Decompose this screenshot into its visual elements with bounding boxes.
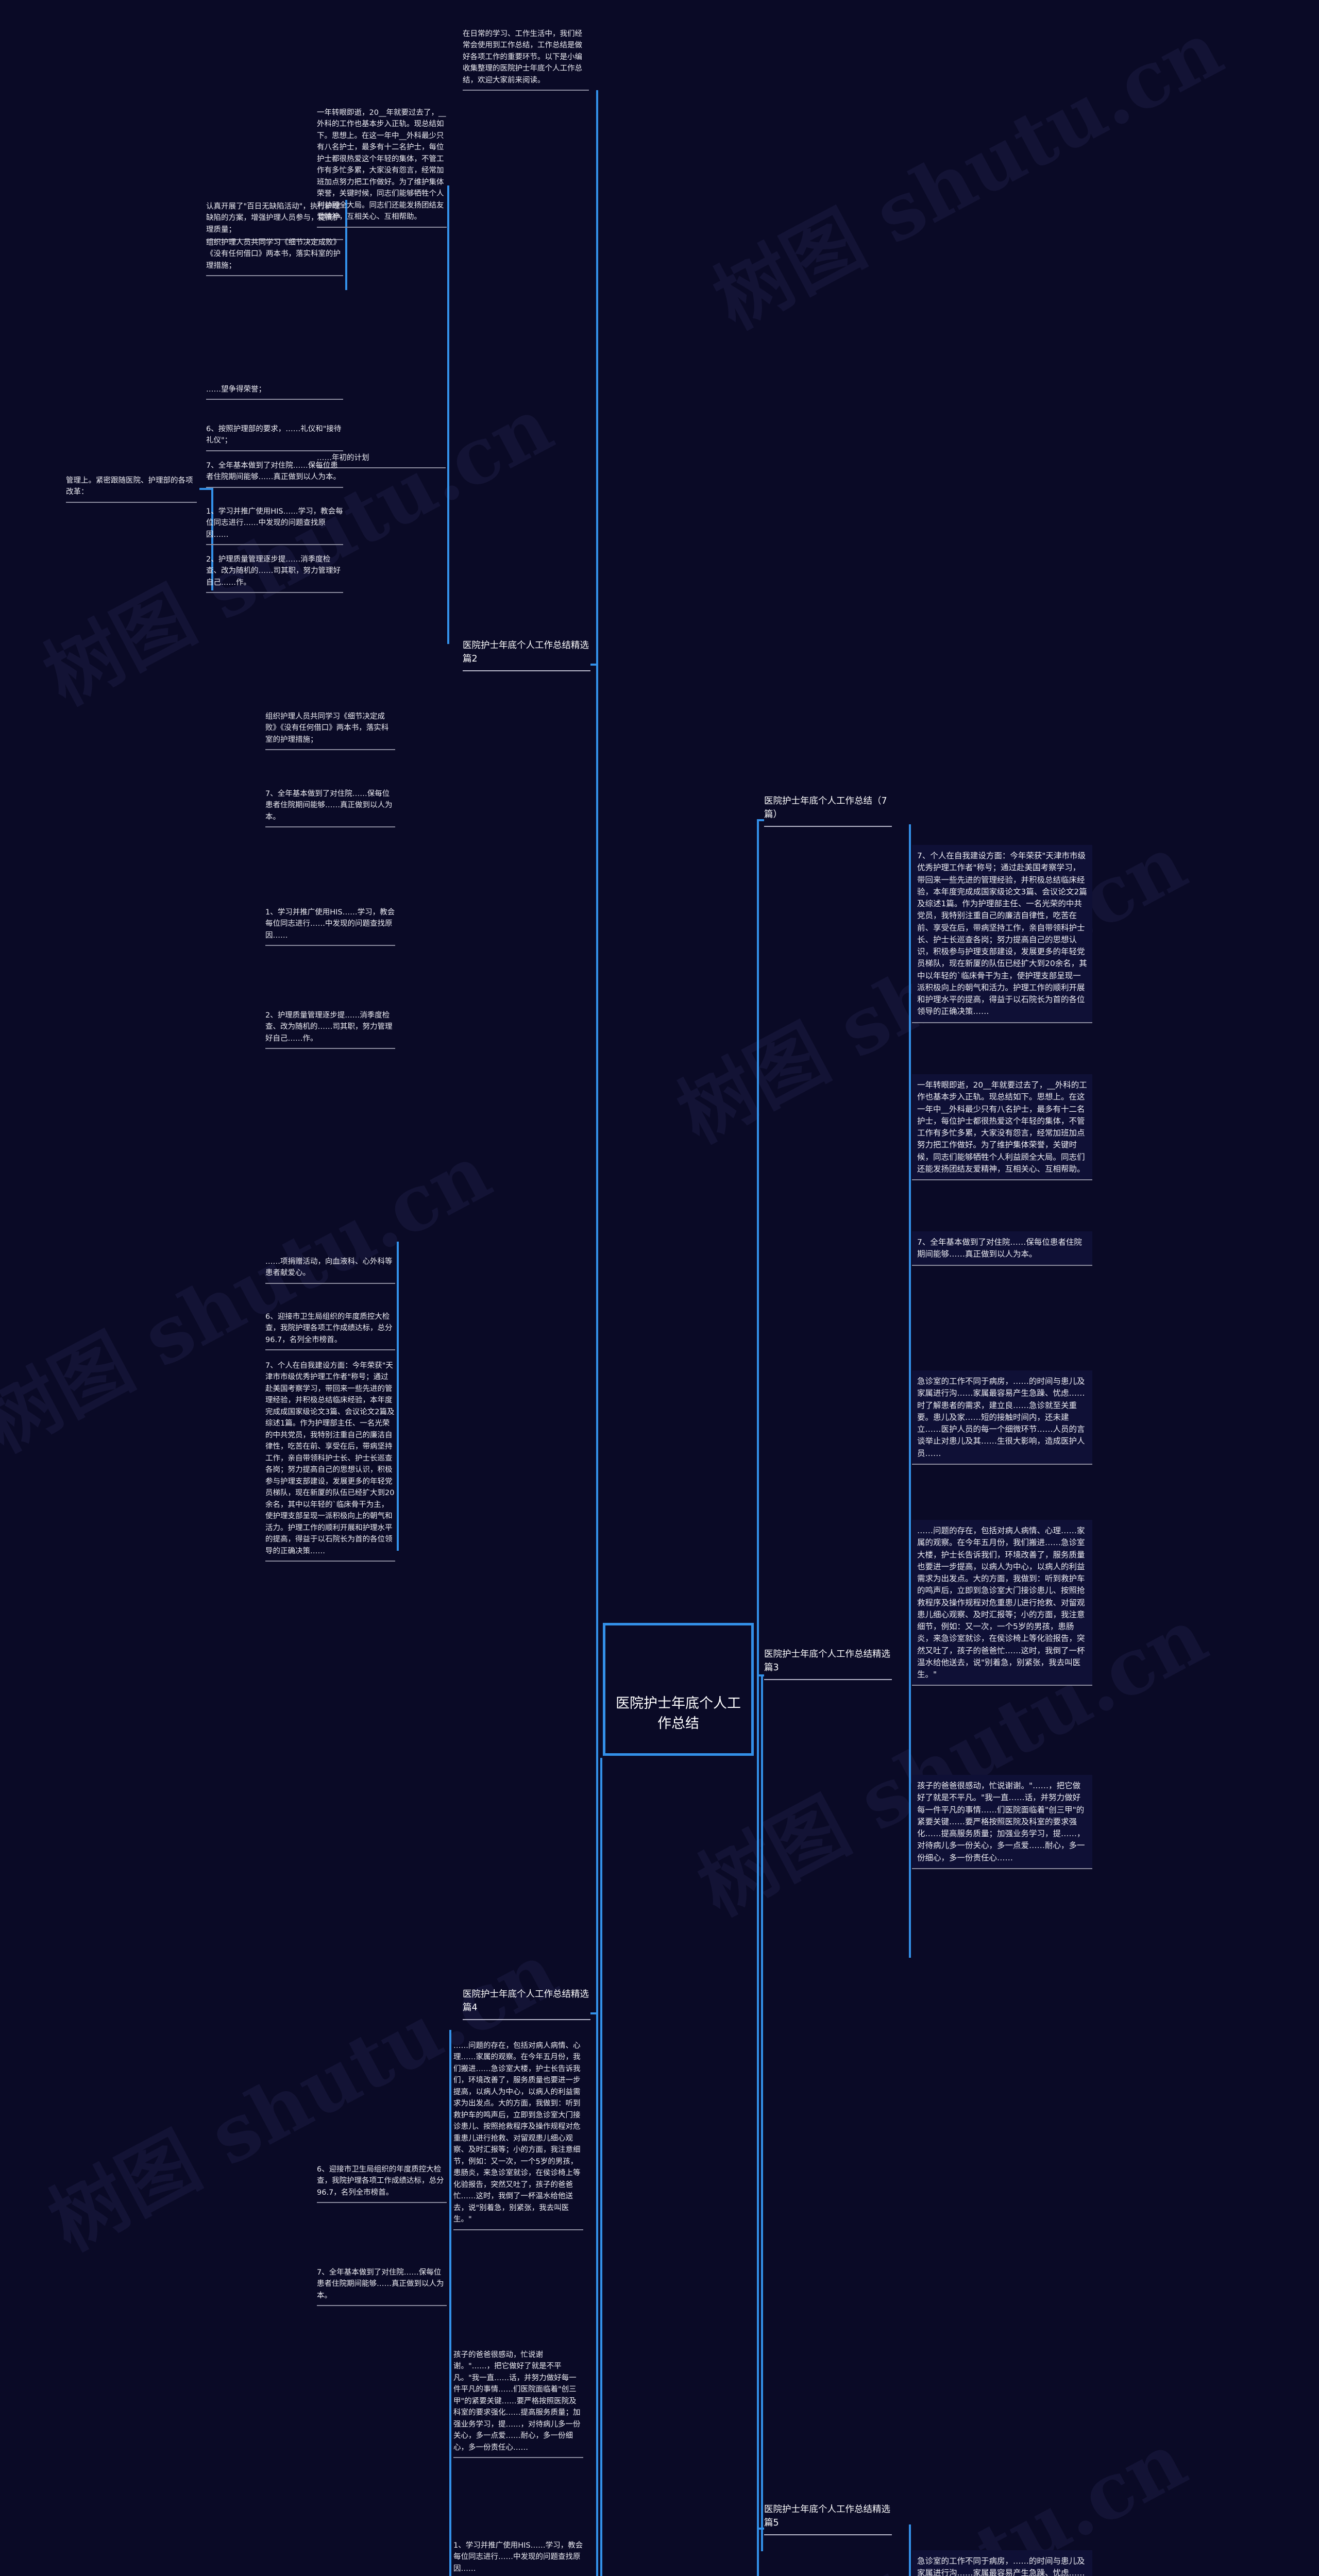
mgmt-items-spine — [211, 487, 213, 590]
note-item6-check[interactable]: 6、迎接市卫生局组织的年度质控大检查，我院护理各项工作成绩达标，总分96.7，名… — [265, 1311, 395, 1351]
note-father-thanks[interactable]: 孩子的爸爸很感动，忙说谢谢。"……，把它做好了就是不平凡。"我一直……话，并努力… — [912, 1775, 1092, 1869]
label-stub — [757, 819, 764, 821]
pian2-items-spine — [397, 1242, 399, 1551]
right-spine-parallel — [761, 1675, 763, 2551]
watermark: 树图 shutu.cn — [700, 3, 1237, 347]
note-pian4-3[interactable]: 1、学习并推广使用HIS……学习，教会每位同志进行……中发现的问题查找原因…… — [453, 2540, 583, 2576]
note-item7-patient[interactable]: 7、全年基本做到了对住院……保每位患者住院期间能够……真正做到以人为本。 — [206, 460, 343, 488]
branch-label-pian4[interactable]: 医院护士年底个人工作总结精选篇4 — [463, 1988, 590, 2020]
note-pian2-d[interactable]: 2、护理质量管理逐步提……消季度检查、改为随机的……司其职，努力管理好自己……作… — [265, 1010, 395, 1049]
note-honor-end[interactable]: ……望争得荣誉； — [206, 384, 343, 400]
branch-label-pian2[interactable]: 医院护士年底个人工作总结精选篇2 — [463, 639, 590, 671]
left-spine — [596, 90, 598, 2576]
note-books[interactable]: 组织护理人员共同学习《细节决定成败》《没有任何借口》两本书，落实科室的护理措施； — [206, 237, 343, 277]
pian4-notes-spine — [449, 2030, 451, 2576]
root-node[interactable]: 医院护士年底个人工作总结 — [603, 1623, 754, 1756]
right-notes-spine-low — [909, 2524, 911, 2576]
label-stub — [757, 1674, 764, 1676]
right-spine — [757, 820, 759, 2576]
note-plan-end[interactable]: ……年初的计划 — [317, 452, 446, 469]
label-stub — [590, 2012, 597, 2014]
note-pian5-1[interactable]: 急诊室的工作不同于病房，……的时间与患儿及家属进行沟……家属最容易产生急躁、忧虑… — [912, 2550, 1092, 2576]
note-7pian-3[interactable]: 7、全年基本做到了对住院……保每位患者住院期间能够……真正做到以人为本。 — [912, 1231, 1092, 1266]
watermark: 树图 shutu.cn — [30, 379, 567, 723]
section-mgmt[interactable]: 管理上。紧密跟随医院、护理部的各项改革： — [66, 475, 197, 503]
note-pian2-c[interactable]: 1、学习并推广使用HIS……学习，教会每位同志进行……中发现的问题查找原因…… — [265, 907, 395, 946]
branch-label-pian3[interactable]: 医院护士年底个人工作总结精选篇3 — [764, 1648, 892, 1680]
note-7pian-2[interactable]: 一年转眼即逝，20__年就要过去了，__外科的工作也基本步入正轨。现总结如下。思… — [912, 1074, 1092, 1180]
note-item7-self[interactable]: 7、个人在自我建设方面：今年荣获"天津市市级优秀护理工作者"称号；通过赴美国考察… — [265, 1360, 395, 1562]
intro-note[interactable]: 在日常的学习、工作生活中，我们经常会使用到工作总结，工作总结是做好各项工作的重要… — [463, 28, 589, 91]
topleft-branch-spine — [447, 185, 449, 644]
note-pian2-a[interactable]: 组织护理人员共同学习《细节决定成败》《没有任何借口》两本书，落实科室的护理措施； — [265, 711, 395, 751]
watermark: 树图 shutu.cn — [0, 1126, 505, 1470]
label-stub — [590, 664, 597, 666]
note-pian4-2[interactable]: 孩子的爸爸很感动，忙说谢谢。"……，把它做好了就是不平凡。"我一直……话，并努力… — [453, 2349, 583, 2459]
note-er-detail[interactable]: ……问题的存在，包括对病人病情、心理……家属的观察。在今年五月份，我们搬进……急… — [912, 1520, 1092, 1686]
note-pian4-1[interactable]: ……问题的存在，包括对病人病情、心理……家属的观察。在今年五月份，我们搬进……急… — [453, 2040, 583, 2230]
note-donate-end[interactable]: ……项捐赠活动，向血液科、心外科等患者献爱心。 — [265, 1256, 395, 1284]
note-7pian-1[interactable]: 7、个人在自我建设方面：今年荣获"天津市市级优秀护理工作者"称号；通过赴美国考察… — [912, 845, 1092, 1023]
note-item2-quality[interactable]: 2、护理质量管理逐步提……消季度检查、改为随机的……司其职，努力管理好自己……作… — [206, 554, 343, 594]
note-er-work[interactable]: 急诊室的工作不同于病房，……的时间与患儿及家属进行沟……家属最容易产生急躁、忧虑… — [912, 1370, 1092, 1465]
note-pian4-6[interactable]: 7、全年基本做到了对住院……保每位患者住院期间能够……真正做到以人为本。 — [317, 2267, 447, 2307]
branch-label-7pian[interactable]: 医院护士年底个人工作总结（7篇） — [764, 794, 892, 827]
branch-label-pian5[interactable]: 医院护士年底个人工作总结精选篇5 — [764, 2503, 892, 2535]
topleft-items-spine — [345, 200, 347, 290]
note-item6-etiquette[interactable]: 6、按照护理部的要求，……礼仪和"接待礼仪"； — [206, 423, 343, 451]
watermark: 树图 shutu.cn — [656, 2400, 1203, 2576]
note-item1-his[interactable]: 1、学习并推广使用HIS……学习，教会每位同志进行……中发现的问题查找原因…… — [206, 506, 343, 546]
note-opening[interactable]: 一年转眼即逝，20__年就要过去了，__外科的工作也基本步入正轨。现总结如下。思… — [317, 107, 447, 228]
note-defect-activity[interactable]: 认真开展了"百日无缺陷活动"，执行护理缺陷的方案，增强护理人员参与，提高护理质量… — [206, 201, 343, 241]
mgmt-connector — [199, 488, 212, 490]
right-notes-spine — [909, 824, 911, 1958]
label-stub — [757, 2528, 764, 2530]
note-pian2-b[interactable]: 7、全年基本做到了对住院……保每位患者住院期间能够……真正做到以人为本。 — [265, 788, 395, 828]
note-pian4-5[interactable]: 6、迎接市卫生局组织的年度质控大检查，我院护理各项工作成绩达标，总分96.7，名… — [317, 2164, 447, 2204]
left-spine-parallel — [600, 1758, 602, 2576]
